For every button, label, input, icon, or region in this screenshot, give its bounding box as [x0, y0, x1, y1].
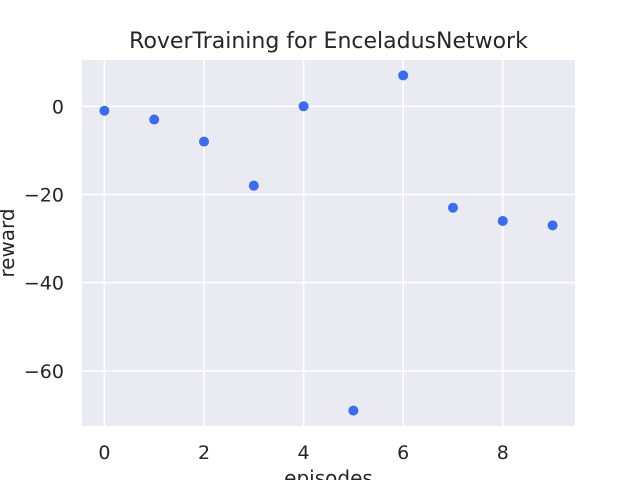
plot-area	[82, 60, 575, 426]
y-tick-label: −40	[24, 273, 64, 295]
data-point	[398, 70, 409, 81]
data-points	[99, 70, 558, 416]
data-point	[248, 180, 259, 191]
data-point	[298, 101, 309, 112]
grid-lines	[82, 60, 575, 426]
data-point	[447, 202, 458, 213]
x-tick-label: 4	[298, 442, 310, 464]
data-point	[199, 136, 210, 147]
x-tick-label: 6	[397, 442, 409, 464]
tick-labels: 0 2 4 6 8 0 −20 −40 −60	[24, 96, 509, 464]
data-point	[547, 220, 558, 231]
y-tick-label: −20	[24, 184, 64, 206]
data-point	[348, 405, 359, 416]
x-tick-label: 8	[497, 442, 509, 464]
y-tick-label: −60	[24, 361, 64, 383]
x-tick-label: 2	[198, 442, 210, 464]
data-point	[497, 215, 508, 226]
y-axis-label: reward	[0, 208, 19, 277]
x-axis-label: episodes	[284, 466, 373, 480]
y-tick-label: 0	[52, 96, 64, 118]
data-point	[149, 114, 160, 125]
data-point	[99, 105, 110, 116]
chart-title: RoverTraining for EnceladusNetwork	[129, 29, 528, 54]
x-tick-label: 0	[98, 442, 110, 464]
